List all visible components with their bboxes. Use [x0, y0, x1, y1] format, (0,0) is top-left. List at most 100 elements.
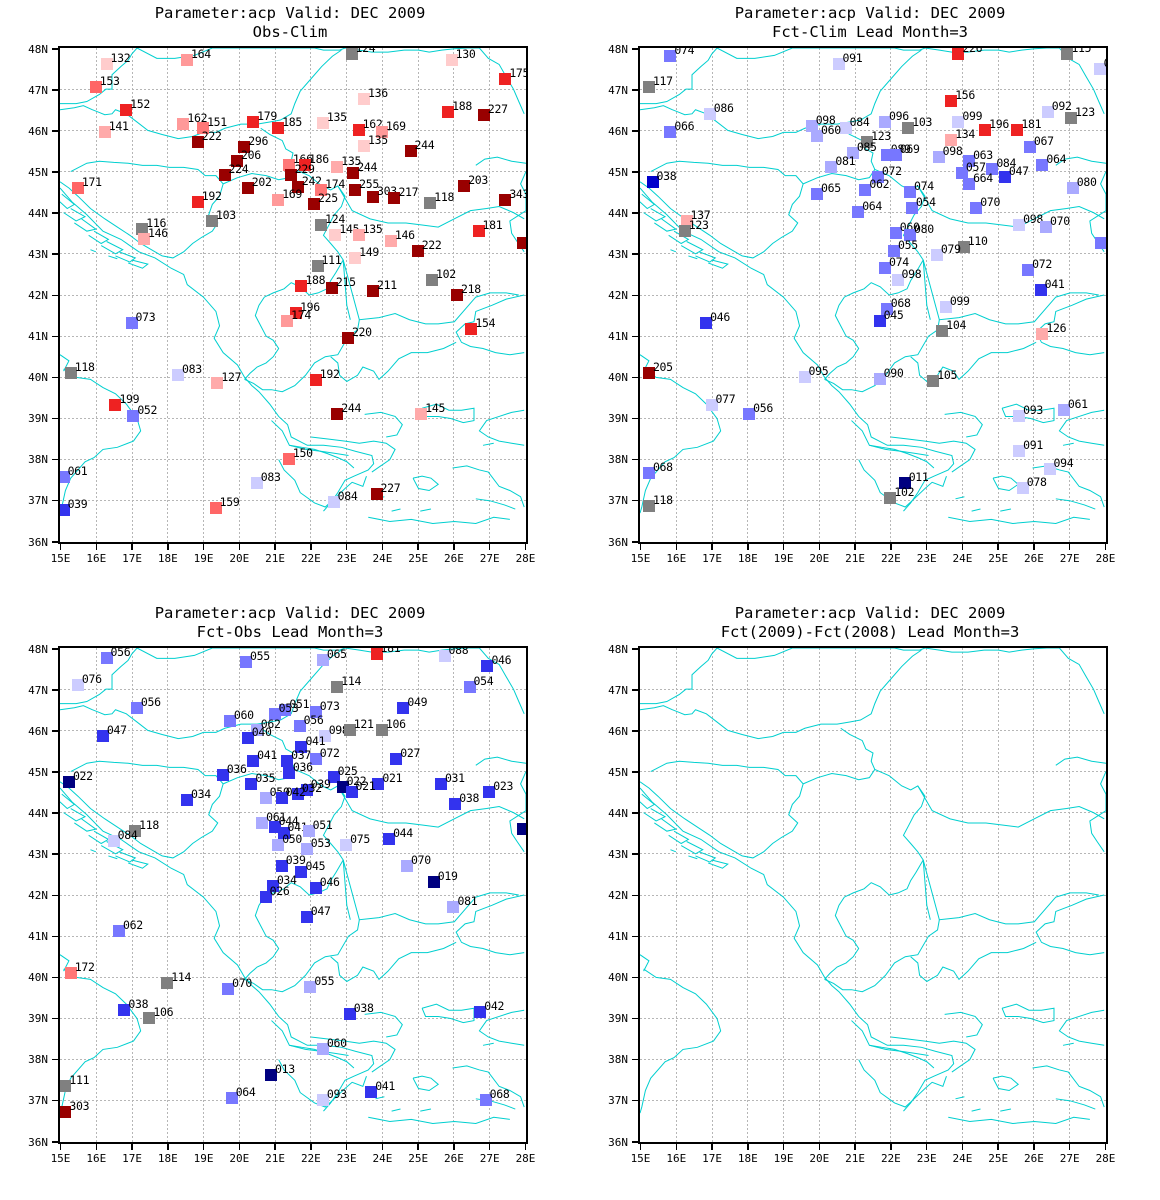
gridline-vertical [95, 648, 97, 1142]
station-marker [316, 1093, 329, 1106]
x-axis-tick [524, 544, 527, 550]
y-axis-tick [52, 935, 58, 938]
station-value-label: 042 [285, 784, 306, 799]
station-marker [936, 325, 949, 338]
station-value-label: 054 [915, 195, 936, 210]
station-value-label: 056 [140, 694, 161, 709]
station-value-label: 063 [973, 147, 993, 162]
station-value-label: 123 [871, 129, 891, 144]
station-marker [905, 202, 918, 215]
panel-title: Parameter:acp Valid: DEC 2009 Fct-Clim L… [580, 4, 1160, 42]
plot-inner: 0740912261150811171560921230860980840961… [640, 48, 1106, 542]
x-axis-tick [890, 1144, 892, 1150]
station-marker [100, 652, 113, 665]
x-axis-label: 25E [988, 552, 1009, 565]
station-value-label: 206 [241, 147, 261, 162]
station-value-label: 229 [294, 162, 315, 177]
x-axis-tick [747, 544, 749, 550]
station-marker [442, 105, 455, 118]
station-value-label: 159 [219, 495, 240, 510]
station-value-label: 053 [310, 836, 331, 851]
station-marker [952, 48, 965, 61]
x-axis-tick [818, 544, 821, 550]
station-marker [472, 224, 485, 237]
station-value-label: 022 [72, 768, 93, 783]
station-value-label: 296 [248, 133, 269, 148]
station-marker [879, 261, 892, 274]
station-marker [275, 859, 288, 872]
station-marker [331, 407, 344, 420]
station-marker [499, 194, 512, 206]
gridline-horizontal [60, 335, 526, 337]
station-marker [1036, 327, 1049, 340]
y-axis-tick [52, 648, 58, 650]
gridline-horizontal [640, 212, 1106, 214]
x-axis-tick [381, 544, 384, 550]
station-value-label: 137 [690, 207, 711, 222]
station-marker [71, 678, 84, 691]
station-marker [1034, 284, 1047, 297]
gridline-horizontal [640, 853, 1106, 855]
station-marker [309, 752, 322, 765]
station-value-label: 091 [842, 51, 863, 66]
station-marker [352, 228, 365, 241]
station-marker [284, 169, 297, 182]
station-value-label: 156 [955, 88, 976, 103]
gridline-vertical [274, 48, 276, 542]
station-marker [932, 150, 945, 163]
x-axis-label: 22E [300, 552, 321, 565]
station-marker [426, 274, 438, 287]
station-value-label: 031 [444, 770, 465, 785]
x-axis-label: 22E [880, 1152, 901, 1165]
panel-fct-diff: Parameter:acp Valid: DEC 2009 Fct(2009)-… [580, 600, 1160, 1200]
station-value-label: 052 [137, 402, 158, 417]
station-value-label: 111 [321, 252, 342, 267]
station-value-label: 105 [937, 367, 958, 382]
station-value-label: 057 [965, 160, 986, 175]
station-value-label: 127 [221, 369, 242, 384]
panel-obs-clim: Parameter:acp Valid: DEC 2009 Obs-Clim 1… [0, 0, 580, 600]
x-axis-label: 18E [157, 1152, 178, 1165]
y-axis-tick [632, 294, 638, 296]
gridline-vertical [747, 48, 749, 542]
station-marker [295, 740, 308, 753]
station-value-label: 081 [835, 154, 856, 169]
station-marker [861, 136, 874, 149]
gridline-vertical [417, 48, 419, 542]
station-marker [1011, 124, 1024, 137]
station-marker [223, 715, 236, 728]
station-value-label: 135 [368, 132, 388, 147]
station-value-label: 118 [434, 190, 455, 205]
gridline-horizontal [60, 1099, 526, 1101]
station-marker [1022, 263, 1035, 276]
station-marker [349, 251, 362, 264]
y-axis-label: 37N [608, 494, 628, 508]
station-marker [832, 58, 845, 71]
panel-title-line1: Parameter:acp Valid: DEC 2009 [734, 604, 1006, 622]
station-marker [71, 181, 84, 194]
y-axis-label: 42N [28, 889, 48, 902]
map-coastlines [60, 48, 526, 524]
gridline-vertical [675, 48, 677, 542]
panel-title-line1: Parameter:acp Valid: DEC 2009 [154, 604, 426, 622]
gridline-vertical [818, 48, 820, 542]
station-value-label: 061 [67, 464, 88, 479]
plot-inner: 132 164 124 130 153 175 227 152 136 188 141 162 151 1… [60, 48, 526, 542]
station-value-label: 154 [475, 316, 496, 331]
gridline-vertical [854, 48, 856, 542]
y-axis-tick [52, 212, 58, 214]
station-marker [316, 1042, 329, 1055]
gridline-vertical [711, 648, 713, 1142]
station-marker [279, 703, 292, 716]
station-marker [383, 833, 396, 846]
station-value-label: 186 [309, 152, 329, 167]
gridline-horizontal [60, 1058, 526, 1060]
station-marker [345, 785, 358, 798]
y-axis-tick [632, 541, 638, 543]
station-value-label: 244 [341, 400, 362, 415]
station-marker [315, 218, 328, 231]
station-value-label: 103 [912, 115, 933, 130]
station-marker [873, 315, 886, 328]
station-marker [370, 648, 383, 661]
station-marker [247, 115, 260, 128]
